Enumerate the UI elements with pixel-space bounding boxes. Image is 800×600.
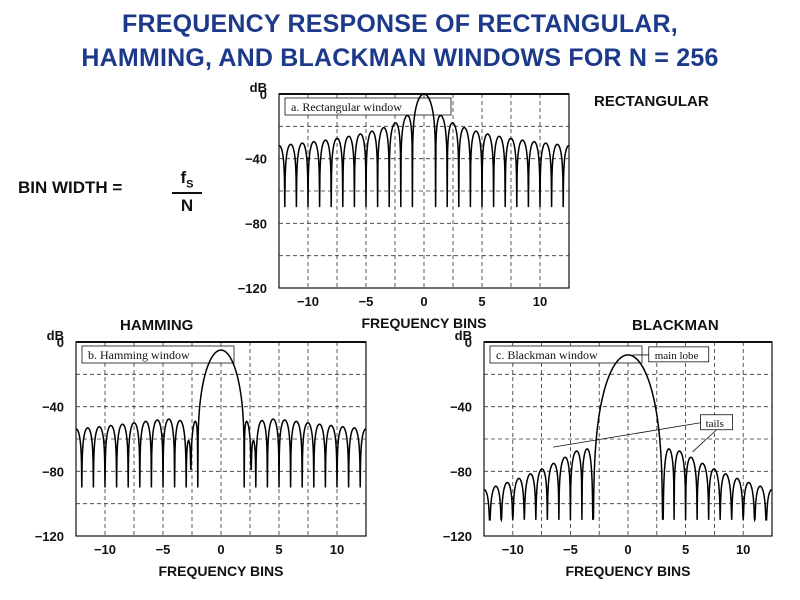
blackman-tails-leader-right: [692, 429, 717, 453]
numerator-subscript: S: [186, 178, 194, 191]
hamming-inner-label: b. Hamming window: [88, 348, 190, 362]
blackman-inner-label: c. Blackman window: [496, 348, 598, 362]
rect-y-tick-label: 0: [260, 87, 267, 102]
hamming-x-tick-label: 0: [217, 542, 224, 557]
hamming-response-curve: [75, 349, 367, 488]
blackman-x-tick-label: 0: [624, 542, 631, 557]
bin-width-fraction: fS N: [172, 168, 202, 216]
rect-x-tick-label: 5: [478, 294, 485, 309]
blackman-y-axis-label: dB: [455, 328, 472, 343]
rect-y-tick-label: −120: [238, 281, 267, 296]
blackman-x-tick-label: −10: [502, 542, 524, 557]
blackman-inner-label-box: [489, 345, 643, 364]
fraction-denominator: N: [180, 196, 194, 216]
rect-x-tick-label: 10: [533, 294, 547, 309]
rect-inner-label-box: [284, 97, 452, 116]
rect-x-tick-label: −5: [359, 294, 374, 309]
blackman-tails-leader-left: [553, 422, 701, 448]
hamming-y-tick-label: −40: [42, 400, 64, 415]
slide-title-line-1: FREQUENCY RESPONSE OF RECTANGULAR,: [122, 10, 678, 38]
blackman-response-curve: [483, 354, 773, 523]
hamming-x-tick-label: 10: [330, 542, 344, 557]
fraction-numerator: fS: [172, 168, 202, 195]
slide-title-line-2: HAMMING, AND BLACKMAN WINDOWS FOR N = 25…: [81, 44, 719, 72]
hamming-y-tick-label: −80: [42, 464, 64, 479]
rectangular-panel-title: RECTANGULAR: [594, 93, 709, 110]
blackman-main-lobe-label: main lobe: [655, 350, 699, 362]
blackman-panel-title: BLACKMAN: [632, 317, 719, 334]
rect-y-tick-label: −40: [245, 152, 267, 167]
hamming-x-axis-label: FREQUENCY BINS: [159, 563, 284, 579]
blackman-x-tick-label: 10: [736, 542, 750, 557]
rect-x-tick-label: 0: [420, 294, 427, 309]
blackman-x-tick-label: −5: [563, 542, 578, 557]
hamming-x-tick-label: −5: [156, 542, 171, 557]
rect-y-tick-label: −80: [245, 216, 267, 231]
hamming-y-axis-label: dB: [47, 328, 64, 343]
blackman-tails-label: tails: [706, 418, 724, 430]
rect-x-tick-label: −10: [297, 294, 319, 309]
rect-x-axis-label: FREQUENCY BINS: [362, 315, 487, 331]
numerator-symbol: f: [180, 168, 187, 187]
rect-response-curve: [278, 93, 570, 208]
blackman-y-tick-label: −120: [443, 529, 472, 544]
blackman-x-axis-label: FREQUENCY BINS: [566, 563, 691, 579]
hamming-inner-label-box: [81, 345, 235, 364]
blackman-y-tick-label: −80: [450, 464, 472, 479]
blackman-main-lobe-box: [648, 346, 710, 363]
hamming-x-tick-label: 5: [275, 542, 282, 557]
hamming-y-tick-label: −120: [35, 529, 64, 544]
hamming-panel-title: HAMMING: [120, 317, 194, 334]
bin-width-label: BIN WIDTH =: [18, 178, 123, 197]
rect-inner-label: a. Rectangular window: [291, 100, 402, 114]
hamming-y-tick-label: 0: [57, 335, 64, 350]
hamming-x-tick-label: −10: [94, 542, 116, 557]
blackman-x-tick-label: 5: [682, 542, 689, 557]
blackman-y-tick-label: 0: [465, 335, 472, 350]
rect-y-axis-label: dB: [250, 80, 267, 95]
blackman-y-tick-label: −40: [450, 400, 472, 415]
